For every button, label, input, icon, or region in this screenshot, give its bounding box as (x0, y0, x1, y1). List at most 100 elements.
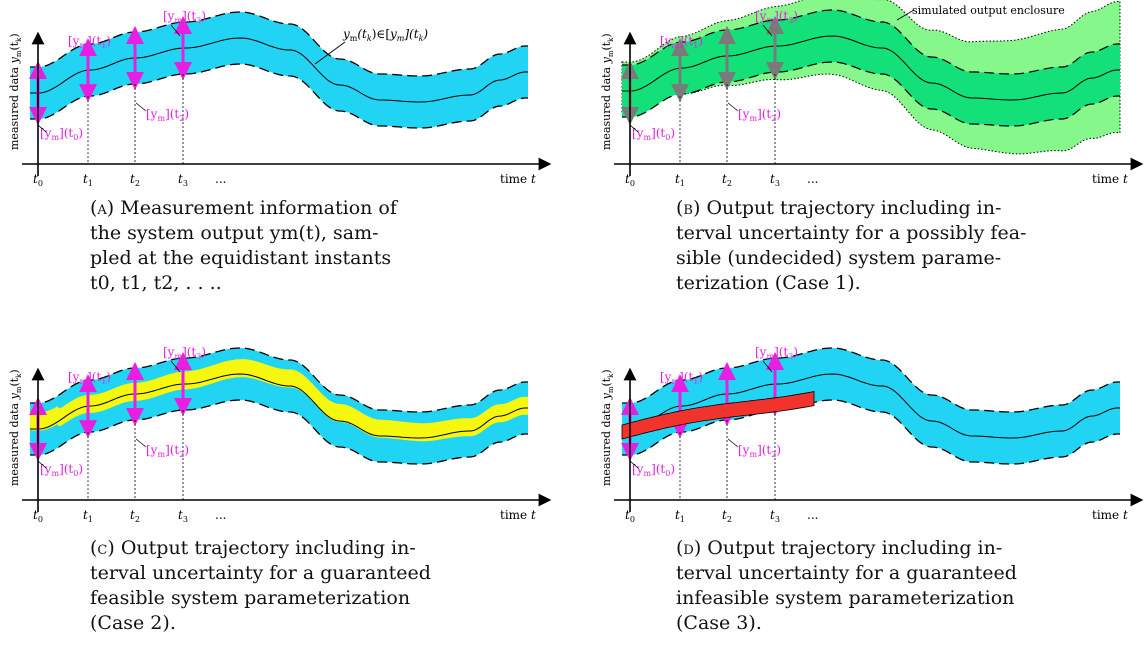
band-lower-bound (622, 399, 1120, 465)
caption-c: (c) Output trajectory including in- terv… (90, 536, 490, 636)
band-upper-bound (30, 11, 528, 77)
measured-trajectory (30, 373, 528, 439)
tick-t2: t2 (722, 508, 732, 524)
tick-ellipsis: ... (807, 172, 818, 186)
x-axis-label: time t (1092, 508, 1128, 522)
caption-b-line4: terization (Case 1). (676, 272, 861, 294)
caption-a-line1: Measurement information of (120, 197, 397, 219)
band-lower-bound (622, 61, 1120, 127)
caption-d: (d) Output trajectory including in- terv… (676, 536, 1076, 636)
label-interval-t2: [ym](t2) (738, 107, 781, 123)
caption-a: (a) Measurement information of the syste… (90, 196, 490, 296)
measurement-band-overlap (622, 10, 1120, 126)
label-interval-t1: [ym](t1) (68, 370, 111, 386)
label-interval-t3: [ym](t3) (755, 345, 798, 361)
panel-b-figure: measured data ym(tk) time t t0 t1 t2 t3 ... [ym… (600, 0, 1144, 188)
x-axis-label: time t (500, 172, 536, 186)
tick-ellipsis: ... (807, 508, 818, 522)
y-axis-label: measured data ym(tk) (8, 33, 23, 150)
annotation-membership: ym(tk)∈[ym](tk) (342, 27, 428, 43)
measured-trajectory (622, 373, 1120, 439)
label-interval-t2: [ym](t2) (738, 443, 781, 459)
caption-a-line3: pled at the equidistant instants (90, 247, 392, 269)
label-interval-t1: [ym](t1) (660, 370, 703, 386)
band-upper-bound (30, 347, 528, 413)
x-axis-label: time t (1092, 172, 1128, 186)
leader-t3 (170, 24, 181, 37)
tick-t0: t0 (33, 172, 43, 188)
tick-t2: t2 (130, 172, 140, 188)
infeasible-trajectory-band (621, 391, 815, 440)
label-interval-t3: [ym](t3) (163, 9, 206, 25)
tick-t3: t3 (770, 508, 780, 524)
caption-b-label: (b) (676, 197, 701, 219)
caption-d-line2: terval uncertainty for a guaranteed (676, 562, 1017, 584)
tick-t0: t0 (33, 508, 43, 524)
leader-t3 (762, 360, 773, 373)
y-axis-label: measured data ym(tk) (600, 33, 615, 150)
panel-b: measured data ym(tk) time t t0 t1 t2 t3... [ym… (592, 0, 1146, 190)
tick-t2: t2 (722, 172, 732, 188)
tick-t1: t1 (83, 172, 93, 188)
caption-a-line2: the system output ym(t), sam- (90, 222, 379, 244)
caption-a-label: (a) (90, 197, 115, 219)
panel-a: measured data ym(tk) time t t0 t1 t2 t3... [ym… (0, 0, 560, 190)
label-interval-t0: [ym](t0) (40, 462, 83, 478)
panel-c-figure: measured data ym(tk) time t t0 t1 t2 t3 ... [ym… (8, 345, 552, 524)
caption-d-line3: infeasible system parameterization (676, 587, 1015, 609)
caption-d-label: (d) (676, 537, 702, 559)
y-axis-label: measured data ym(tk) (600, 369, 615, 486)
label-interval-t3: [ym](t3) (755, 9, 798, 25)
caption-b-line2: terval uncertainty for a possibly fea- (676, 222, 1027, 244)
panel-d-figure: measured data ym(tk) time t t0 t1 t2 t3 ... [ym… (600, 345, 1144, 524)
label-interval-t0: [ym](t0) (632, 462, 675, 478)
tick-t3: t3 (770, 172, 780, 188)
caption-c-line4: (Case 2). (90, 612, 176, 634)
caption-a-line4: t0, t1, t2, . . .. (90, 272, 222, 294)
tick-t0: t0 (625, 172, 635, 188)
y-axis-label: measured data ym(tk) (8, 369, 23, 486)
leader-t3 (762, 24, 773, 37)
tick-ellipsis: ... (215, 508, 226, 522)
label-interval-t0: [ym](t0) (632, 126, 675, 142)
panel-d: measured data ym(tk) time t t0 t1 t2 t3... [ym… (592, 336, 1146, 526)
label-interval-t1: [ym](t1) (68, 34, 111, 50)
leader-t0 (629, 460, 639, 469)
measurement-band (622, 348, 1120, 464)
enclosure-leader (896, 9, 915, 21)
band-upper-bound (622, 9, 1120, 75)
panel-c: measured data ym(tk) time t t0 t1 t2 t3... [ym… (0, 336, 560, 526)
tick-ellipsis: ... (215, 172, 226, 186)
tick-t0: t0 (625, 508, 635, 524)
leader-t3 (170, 360, 181, 373)
leader-t0 (37, 460, 47, 469)
leader-t2 (727, 438, 739, 448)
label-interval-t3: [ym](t3) (163, 345, 206, 361)
band-upper-bound (622, 347, 1120, 413)
x-axis-label: time t (500, 508, 536, 522)
feasible-trajectory-band (30, 359, 528, 442)
measurement-band (30, 12, 528, 128)
tick-t2: t2 (130, 508, 140, 524)
label-interval-t2: [ym](t2) (146, 443, 189, 459)
tick-t1: t1 (83, 508, 93, 524)
band-lower-bound (30, 399, 528, 465)
caption-b: (b) Output trajectory including in- terv… (676, 196, 1076, 296)
band-lower-bound (30, 63, 528, 129)
leader-t2 (135, 102, 147, 112)
tick-t1: t1 (675, 172, 685, 188)
caption-d-line1: Output trajectory including in- (707, 537, 1003, 559)
tick-t3: t3 (178, 172, 188, 188)
caption-b-line1: Output trajectory including in- (706, 197, 1002, 219)
caption-c-label: (c) (90, 537, 115, 559)
enclosure-label: simulated output enclosure (912, 4, 1065, 17)
caption-d-line4: (Case 3). (676, 612, 762, 634)
measured-trajectory (30, 37, 528, 103)
caption-c-line1: Output trajectory including in- (120, 537, 416, 559)
leader-t0 (37, 124, 47, 133)
caption-c-line3: feasible system parameterization (90, 587, 411, 609)
leader-t2 (727, 102, 739, 112)
tick-t1: t1 (675, 508, 685, 524)
caption-c-line2: terval uncertainty for a guaranteed (90, 562, 431, 584)
annotation-leader (314, 41, 346, 65)
